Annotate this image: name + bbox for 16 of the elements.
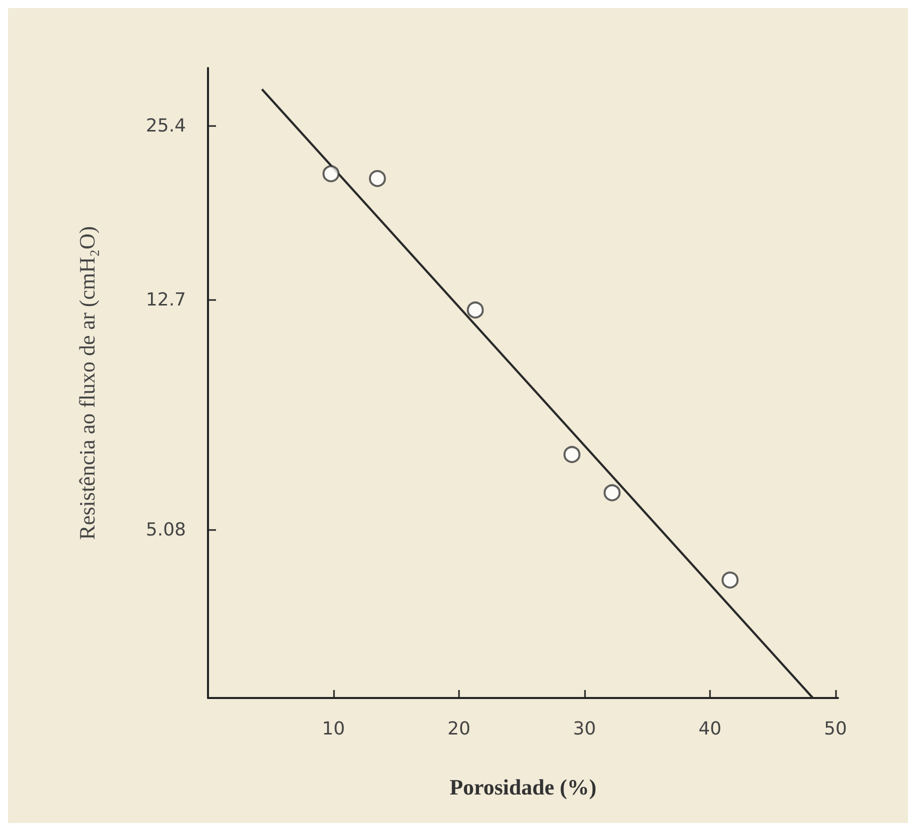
y-tick-label: 25.4 xyxy=(146,115,186,136)
point xyxy=(563,446,580,463)
x-tick-label: 10 xyxy=(322,718,345,740)
y-tick-label: 12.7 xyxy=(146,289,186,310)
x-tick-label: 20 xyxy=(448,718,470,740)
point xyxy=(466,302,484,319)
x-axis-title: Porosidade (%) xyxy=(450,774,596,800)
x-tick-label: 30 xyxy=(573,718,596,740)
x-tick-label: 50 xyxy=(824,718,847,740)
point xyxy=(368,170,386,188)
y-tick-label: 5.08 xyxy=(146,519,186,540)
point xyxy=(604,484,621,502)
point xyxy=(722,572,739,589)
point xyxy=(322,165,340,182)
y-axis-title: Resistência ao fluxo de ar (cmH₂O) xyxy=(74,226,100,540)
x-tick-label: 40 xyxy=(698,718,722,740)
